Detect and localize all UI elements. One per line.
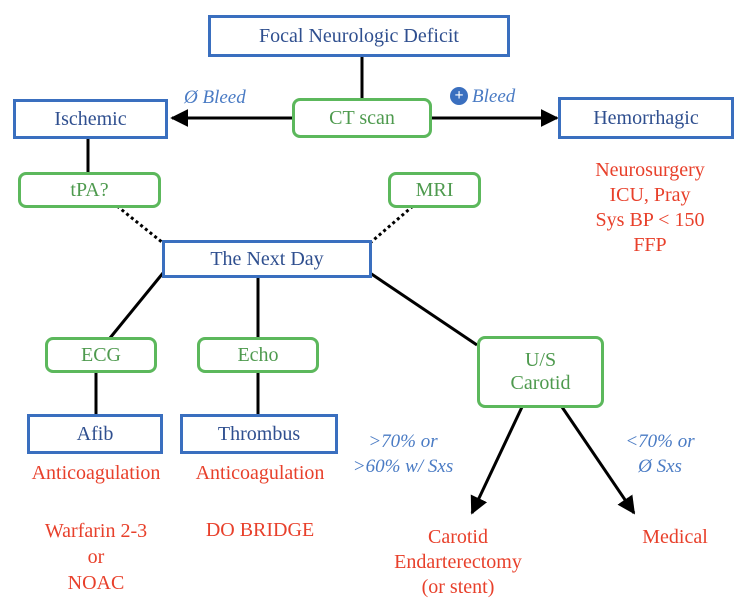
ecg-box: ECG — [45, 337, 157, 373]
line-nextday-to-us — [369, 271, 478, 347]
afib-box: Afib — [27, 414, 163, 454]
tpa-box: tPA? — [18, 172, 161, 208]
us-label: U/S — [524, 349, 557, 371]
focal-neurologic-deficit-box: Focal Neurologic Deficit — [208, 15, 510, 57]
bleed-label: + Bleed — [450, 86, 515, 108]
carotid-endarterectomy-text: Carotid Endarterectomy (or stent) — [378, 525, 538, 600]
arrow-us-to-carotid — [470, 406, 524, 515]
thrombus-box: Thrombus — [180, 414, 338, 454]
threshold-left-label: >70% or >60% w/ Sxs — [336, 430, 470, 479]
threshold-left-line2: >60% w/ Sxs — [352, 455, 454, 477]
carotid-line2: Endarterectomy — [394, 551, 522, 573]
dotted-tpa-to-nextday — [116, 204, 164, 245]
arrow-us-to-medical — [560, 406, 636, 515]
plus-circle-icon: + — [450, 87, 468, 105]
afib-option-noac: NOAC — [67, 572, 125, 594]
next-day-box: The Next Day — [162, 240, 372, 278]
afib-option-warfarin: Warfarin 2-3 — [44, 520, 148, 542]
line-nextday-to-ecg — [108, 272, 165, 339]
do-bridge-text: DO BRIDGE — [205, 519, 315, 541]
dotted-mri-to-nextday — [369, 204, 414, 245]
mri-box: MRI — [388, 172, 481, 208]
afib-anticoagulation-text: Anticoagulation — [31, 462, 161, 484]
thrombus-anticoagulation-text: Anticoagulation — [195, 462, 325, 484]
hemorrhagic-box: Hemorrhagic — [558, 97, 734, 139]
note-ffp: FFP — [633, 234, 667, 256]
threshold-right-line1: <70% or — [625, 431, 695, 452]
us-carotid-box: U/S Carotid — [477, 336, 604, 408]
note-sys-bp: Sys BP < 150 — [595, 209, 705, 231]
afib-options-text: Warfarin 2-3 or NOAC — [10, 518, 182, 596]
medical-text: Medical — [642, 526, 708, 548]
carotid-label: Carotid — [510, 372, 571, 394]
ischemic-box: Ischemic — [13, 99, 168, 139]
note-neurosurgery: Neurosurgery — [595, 159, 705, 181]
no-bleed-label: Ø Bleed — [184, 87, 246, 108]
bleed-label-text: Bleed — [472, 86, 516, 107]
afib-option-or: or — [87, 546, 105, 568]
echo-box: Echo — [197, 337, 319, 373]
carotid-line3: (or stent) — [421, 576, 495, 598]
ct-scan-box: CT scan — [292, 98, 432, 138]
carotid-line1: Carotid — [428, 526, 488, 548]
threshold-left-line1: >70% or — [368, 431, 438, 452]
note-icu-pray: ICU, Pray — [609, 184, 691, 206]
hemorrhagic-management-notes: Neurosurgery ICU, Pray Sys BP < 150 FFP — [570, 158, 730, 258]
threshold-right-line2: Ø Sxs — [638, 455, 682, 477]
threshold-right-label: <70% or Ø Sxs — [605, 430, 715, 479]
